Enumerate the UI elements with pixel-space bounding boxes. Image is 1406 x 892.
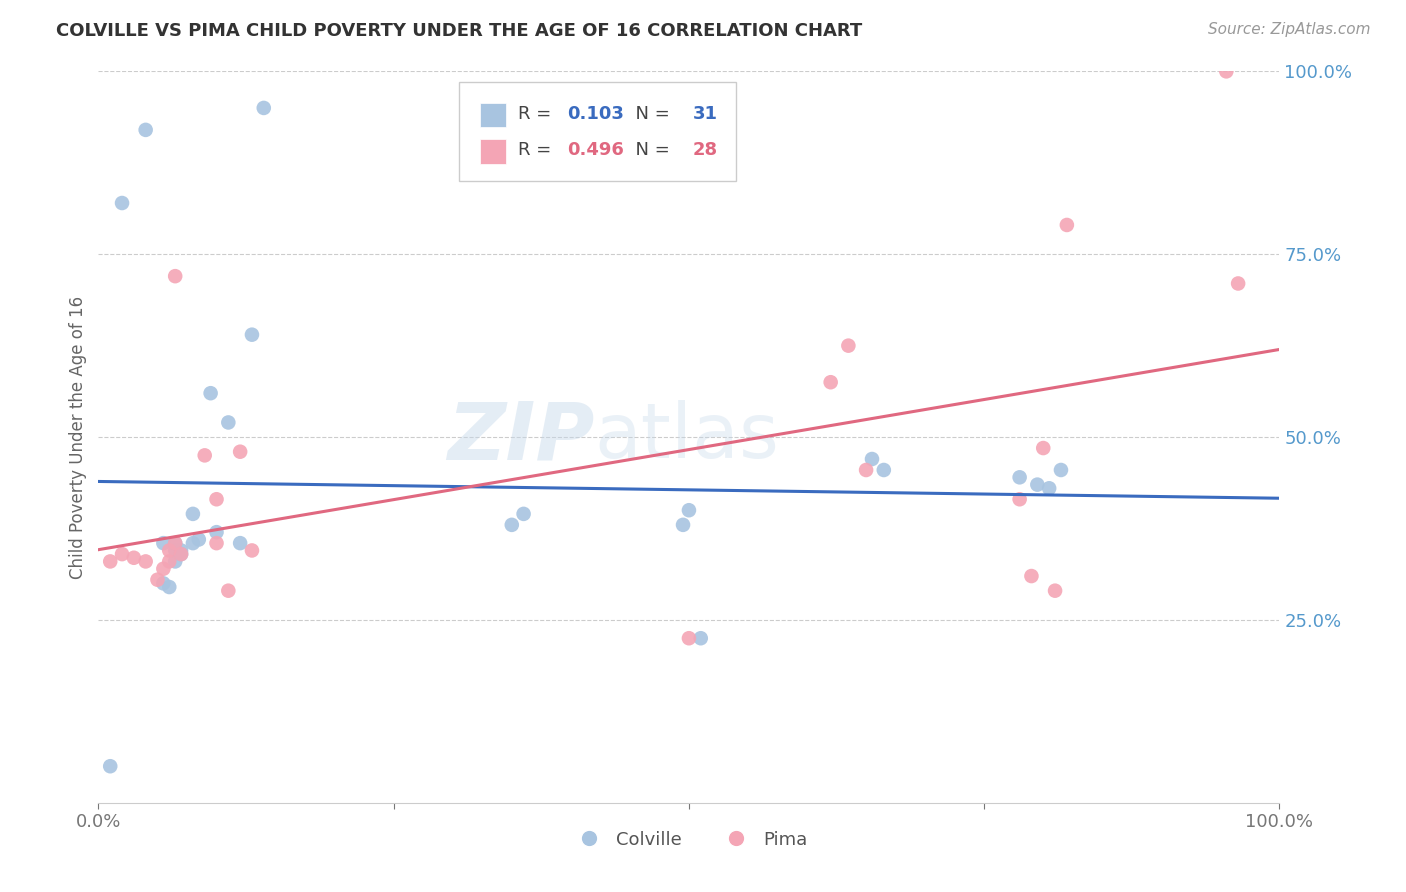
Point bbox=[512, 507, 534, 521]
Point bbox=[165, 536, 187, 550]
Point bbox=[217, 583, 239, 598]
Point bbox=[165, 554, 187, 568]
Point bbox=[111, 196, 134, 211]
Point bbox=[1008, 470, 1031, 484]
Point bbox=[135, 123, 157, 137]
Point bbox=[194, 448, 217, 462]
Point bbox=[240, 327, 263, 342]
Text: 0.496: 0.496 bbox=[567, 141, 624, 160]
Text: 31: 31 bbox=[693, 104, 717, 123]
Point bbox=[111, 547, 134, 561]
Point bbox=[165, 536, 187, 550]
Point bbox=[181, 507, 204, 521]
Point bbox=[1056, 218, 1078, 232]
Point bbox=[1008, 492, 1031, 507]
Point bbox=[837, 338, 859, 352]
Point bbox=[1026, 477, 1049, 491]
Point bbox=[170, 547, 193, 561]
Text: N =: N = bbox=[624, 141, 675, 160]
Point bbox=[229, 444, 252, 458]
Point bbox=[98, 554, 121, 568]
Point bbox=[157, 543, 180, 558]
Point bbox=[1050, 463, 1073, 477]
Point bbox=[1032, 441, 1054, 455]
Point bbox=[229, 536, 252, 550]
Text: atlas: atlas bbox=[595, 401, 779, 474]
Point bbox=[678, 632, 700, 646]
Point bbox=[181, 536, 204, 550]
Point bbox=[672, 517, 695, 532]
Point bbox=[170, 547, 193, 561]
Point bbox=[689, 632, 711, 646]
Point bbox=[152, 562, 174, 576]
Point bbox=[152, 536, 174, 550]
Point bbox=[205, 536, 228, 550]
Point bbox=[200, 386, 222, 401]
Point bbox=[253, 101, 276, 115]
Text: N =: N = bbox=[624, 104, 675, 123]
Point bbox=[678, 503, 700, 517]
Point bbox=[157, 554, 180, 568]
Point bbox=[187, 533, 209, 547]
Text: ZIP: ZIP bbox=[447, 398, 595, 476]
Point bbox=[240, 543, 263, 558]
Point bbox=[165, 543, 187, 558]
Point bbox=[873, 463, 896, 477]
Point bbox=[152, 576, 174, 591]
Text: R =: R = bbox=[517, 104, 557, 123]
Point bbox=[98, 759, 121, 773]
Text: 28: 28 bbox=[693, 141, 717, 160]
FancyBboxPatch shape bbox=[479, 139, 506, 163]
Legend: Colville, Pima: Colville, Pima bbox=[564, 823, 814, 856]
Point bbox=[135, 554, 157, 568]
Point bbox=[205, 492, 228, 507]
Y-axis label: Child Poverty Under the Age of 16: Child Poverty Under the Age of 16 bbox=[69, 295, 87, 579]
Text: COLVILLE VS PIMA CHILD POVERTY UNDER THE AGE OF 16 CORRELATION CHART: COLVILLE VS PIMA CHILD POVERTY UNDER THE… bbox=[56, 22, 862, 40]
Point bbox=[170, 543, 193, 558]
Point bbox=[122, 550, 145, 565]
Point bbox=[1021, 569, 1043, 583]
Point bbox=[1215, 64, 1237, 78]
FancyBboxPatch shape bbox=[458, 82, 737, 181]
Text: Source: ZipAtlas.com: Source: ZipAtlas.com bbox=[1208, 22, 1371, 37]
Point bbox=[1043, 583, 1066, 598]
Point bbox=[165, 269, 187, 284]
Text: R =: R = bbox=[517, 141, 557, 160]
Point bbox=[205, 525, 228, 540]
FancyBboxPatch shape bbox=[479, 103, 506, 127]
Point bbox=[855, 463, 877, 477]
Point bbox=[157, 580, 180, 594]
Point bbox=[820, 376, 842, 390]
Point bbox=[860, 452, 883, 467]
Point bbox=[217, 416, 239, 430]
Point bbox=[146, 573, 169, 587]
Point bbox=[1038, 481, 1060, 495]
Text: 0.103: 0.103 bbox=[567, 104, 624, 123]
Point bbox=[501, 517, 523, 532]
Point bbox=[1227, 277, 1250, 291]
